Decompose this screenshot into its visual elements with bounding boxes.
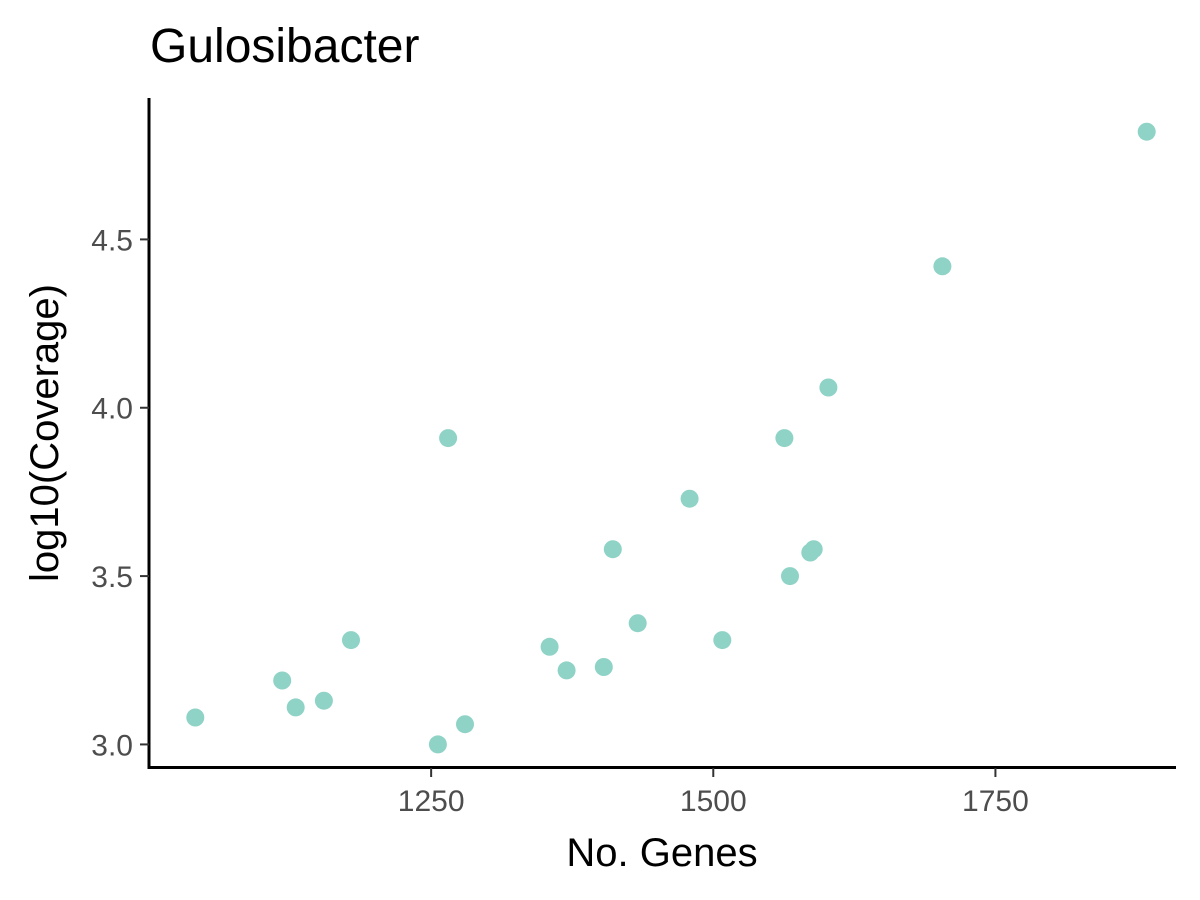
data-point (594, 658, 613, 676)
data-point (1137, 122, 1156, 141)
data-point (713, 631, 732, 650)
data-point (286, 698, 305, 717)
data-point (273, 671, 292, 690)
chart-title: Gulosibacter (150, 20, 419, 73)
x-tick-label: 1750 (962, 785, 1029, 818)
y-tick-label: 4.0 (91, 393, 133, 426)
y-axis-ticks: 3.0 3.5 4.0 4.5 (91, 224, 149, 762)
data-point (557, 661, 576, 680)
x-tick-label: 1250 (398, 785, 465, 818)
data-point (819, 378, 838, 397)
data-point (314, 691, 333, 710)
y-axis-title: log10(Coverage) (23, 284, 67, 582)
data-point (628, 614, 647, 633)
y-tick-label: 3.5 (91, 561, 133, 594)
data-point (428, 735, 447, 754)
data-point (775, 429, 794, 448)
x-axis-title: No. Genes (566, 831, 757, 875)
data-point (456, 715, 474, 734)
data-point (933, 257, 952, 276)
data-point (804, 540, 823, 559)
data-point (439, 429, 458, 448)
points-layer (186, 122, 1156, 754)
x-axis-ticks: 1250 1500 1750 (398, 768, 1029, 818)
y-tick-label: 4.5 (91, 224, 133, 257)
data-point (342, 631, 360, 650)
data-point (781, 567, 799, 586)
data-point (186, 708, 205, 727)
x-tick-label: 1500 (680, 785, 747, 818)
data-point (603, 540, 622, 559)
data-point (680, 489, 699, 508)
data-point (540, 637, 559, 656)
y-tick-label: 3.0 (91, 729, 133, 762)
